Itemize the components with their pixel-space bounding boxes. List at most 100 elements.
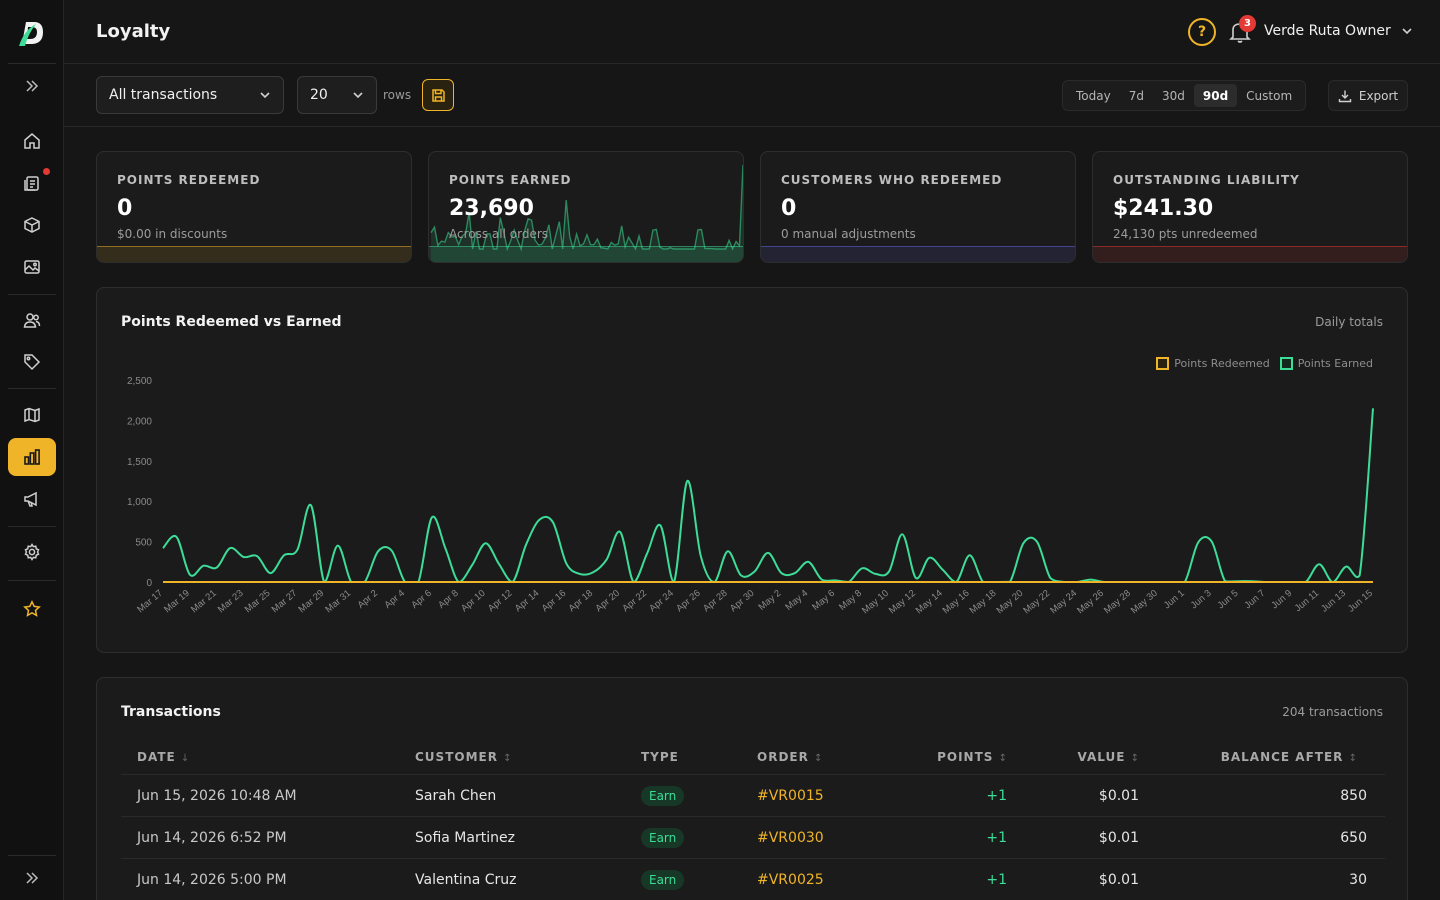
stat-value: $241.30 xyxy=(1113,196,1214,221)
column-header-label: ORDER xyxy=(757,750,809,764)
sidebar-item-media[interactable] xyxy=(8,248,56,286)
legend-swatch-earned xyxy=(1279,357,1293,370)
sidebar-expand-icon[interactable] xyxy=(8,67,56,105)
stat-card-outstanding-liability: OUTSTANDING LIABILITY $241.30 24,130 pts u… xyxy=(1092,151,1408,263)
table-row[interactable]: Jun 14, 2026 5:00 PM Valentina Cruz Earn #V… xyxy=(121,858,1385,900)
x-tick-label: Apr 10 xyxy=(459,588,488,614)
x-tick-label: May 14 xyxy=(914,588,945,616)
x-tick-label: May 26 xyxy=(1075,588,1106,616)
cell-points: +1 xyxy=(986,872,1007,888)
stat-subtext: 24,130 pts unredeemed xyxy=(1113,227,1258,241)
y-tick-label: 1,500 xyxy=(127,457,152,468)
column-header-balance-after[interactable]: BALANCE AFTER ↕ xyxy=(1221,750,1357,764)
sort-icon: ↓ xyxy=(180,753,190,764)
transactions-panel: Transactions 204 transactions DATE ↓ CUST… xyxy=(96,677,1408,900)
cell-customer: Sofia Martinez xyxy=(415,830,515,846)
series-line-points-earned[interactable] xyxy=(162,408,1374,584)
table-row[interactable]: Jun 14, 2026 6:52 PM Sofia Martinez Earn #V… xyxy=(121,816,1385,858)
range-today-button[interactable]: Today xyxy=(1076,88,1111,103)
range-custom-button[interactable]: Custom xyxy=(1246,88,1293,103)
column-header-label: POINTS xyxy=(937,750,994,764)
stat-card-customers-redeemed: CUSTOMERS WHO REDEEMED 0 0 manual adjustme… xyxy=(760,151,1076,263)
x-tick-label: Apr 20 xyxy=(594,588,623,614)
x-tick-label: May 12 xyxy=(887,588,918,616)
x-tick-label: May 10 xyxy=(860,588,891,616)
sort-icon: ↕ xyxy=(503,753,512,764)
column-header-order[interactable]: ORDER ↕ xyxy=(757,750,822,764)
order-link[interactable]: #VR0025 xyxy=(757,872,824,888)
chart-subtitle: Daily totals xyxy=(1315,315,1383,329)
range-7d-button[interactable]: 7d xyxy=(1128,88,1144,103)
y-tick-label: 2,500 xyxy=(127,376,152,387)
transactions-title: Transactions xyxy=(121,704,221,720)
save-icon xyxy=(431,88,445,102)
user-menu[interactable]: Verde Ruta Owner xyxy=(1264,23,1413,39)
range-30d-button[interactable]: 30d xyxy=(1161,88,1185,103)
date-range-selector: Today 7d 30d 90d Custom xyxy=(1062,80,1307,111)
cell-points: +1 xyxy=(986,788,1007,804)
stat-value: 0 xyxy=(781,196,797,221)
customers-icon xyxy=(23,313,41,328)
stat-value: 0 xyxy=(117,196,133,221)
sidebar-item-settings[interactable] xyxy=(8,533,56,571)
sidebar-item-analytics[interactable] xyxy=(8,438,56,476)
stat-accent-band xyxy=(97,247,411,262)
sidebar-item-marketing[interactable] xyxy=(8,480,56,518)
x-tick-label: Mar 17 xyxy=(135,588,165,615)
cell-date: Jun 14, 2026 5:00 PM xyxy=(137,872,287,888)
x-tick-label: Apr 12 xyxy=(486,588,515,614)
user-name: Verde Ruta Owner xyxy=(1264,23,1391,39)
x-tick-label: Jun 11 xyxy=(1293,588,1321,614)
save-view-button[interactable] xyxy=(422,79,454,111)
column-header-customer[interactable]: CUSTOMER ↕ xyxy=(415,750,512,764)
cell-date: Jun 15, 2026 10:48 AM xyxy=(137,788,297,804)
column-header-value[interactable]: VALUE ↕ xyxy=(1078,750,1140,764)
sidebar-item-products[interactable] xyxy=(8,206,56,244)
x-tick-label: May 2 xyxy=(756,588,783,613)
x-tick-label: May 22 xyxy=(1021,588,1052,616)
y-tick-label: 500 xyxy=(135,538,152,549)
points-earned-sparkline xyxy=(430,164,743,262)
order-link[interactable]: #VR0030 xyxy=(757,830,824,846)
transaction-filter-select[interactable]: All transactions xyxy=(96,76,284,114)
x-tick-label: Apr 4 xyxy=(382,588,406,611)
x-tick-label: Apr 6 xyxy=(409,588,433,611)
stat-subtext: 0 manual adjustments xyxy=(781,227,916,241)
sidebar-collapse-icon[interactable] xyxy=(8,859,56,897)
stat-card-points-earned: POINTS EARNED 23,690 Across all orders xyxy=(428,151,744,263)
settings-icon xyxy=(24,543,40,561)
stat-accent-band xyxy=(1093,247,1407,262)
range-90d-button[interactable]: 90d xyxy=(1193,84,1238,107)
x-tick-label: Jun 5 xyxy=(1216,588,1241,611)
products-icon xyxy=(24,217,40,233)
notifications-count-badge: 3 xyxy=(1239,15,1256,32)
catalog-icon xyxy=(24,407,40,423)
column-header-date[interactable]: DATE ↓ xyxy=(137,750,189,764)
column-header-type[interactable]: TYPE xyxy=(641,750,679,764)
chevron-down-icon xyxy=(260,92,270,99)
sidebar-item-orders[interactable] xyxy=(8,164,56,202)
help-icon[interactable]: ? xyxy=(1188,18,1216,46)
legend-swatch-redeemed xyxy=(1156,357,1170,370)
x-tick-label: Apr 26 xyxy=(674,588,703,614)
rows-per-page-select[interactable]: 20 xyxy=(297,76,377,114)
transactions-count: 204 transactions xyxy=(1282,705,1383,719)
sidebar-item-catalog[interactable] xyxy=(8,396,56,434)
sidebar-item-loyalty[interactable] xyxy=(8,590,56,628)
x-tick-label: Mar 19 xyxy=(162,588,192,615)
type-badge: Earn xyxy=(641,786,685,806)
column-header-points[interactable]: POINTS ↕ xyxy=(937,750,1007,764)
order-link[interactable]: #VR0015 xyxy=(757,788,824,804)
legend-points-redeemed[interactable]: Points Redeemed xyxy=(1156,357,1270,370)
brand-logo-icon[interactable] xyxy=(16,18,46,48)
x-tick-label: Apr 22 xyxy=(620,588,649,614)
export-button[interactable]: Export xyxy=(1328,80,1408,111)
sidebar-item-discounts[interactable] xyxy=(8,343,56,381)
marketing-icon xyxy=(24,491,37,507)
table-row[interactable]: Jun 15, 2026 10:48 AM Sarah Chen Earn #VR00… xyxy=(121,774,1385,816)
sidebar-item-customers[interactable] xyxy=(8,301,56,339)
x-tick-label: Apr 16 xyxy=(540,588,569,614)
legend-points-earned[interactable]: Points Earned xyxy=(1279,357,1373,370)
sidebar-item-home[interactable] xyxy=(8,122,56,160)
x-tick-label: May 30 xyxy=(1129,588,1160,616)
